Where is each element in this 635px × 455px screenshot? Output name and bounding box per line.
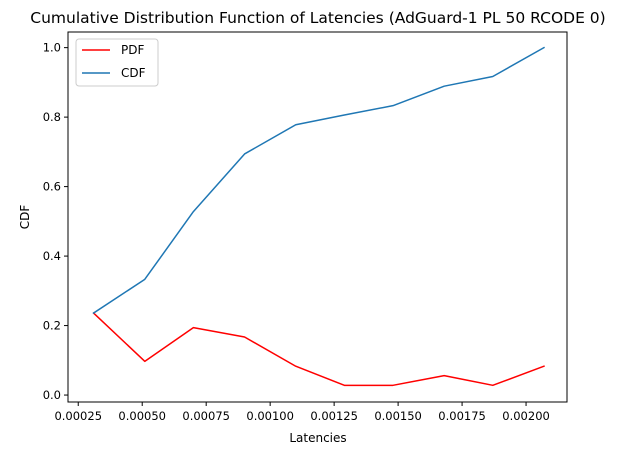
y-axis-label: CDF (18, 205, 32, 230)
y-tick-label: 0.2 (43, 319, 61, 333)
y-tick-label: 0.4 (43, 249, 61, 263)
y-tick-label: 0.8 (43, 110, 61, 124)
x-tick-label: 0.00150 (374, 409, 422, 423)
plot-frame (67, 31, 568, 403)
plot-area (92, 46, 545, 387)
y-tick-label: 0.0 (43, 388, 61, 402)
legend-label-pdf: PDF (121, 43, 144, 57)
x-tick-label: 0.00100 (246, 409, 294, 423)
x-tick-label: 0.00175 (438, 409, 486, 423)
x-tick-label: 0.00075 (182, 409, 230, 423)
series-line-pdf (92, 311, 545, 387)
series-line-cdf (92, 46, 545, 315)
x-axis-label: Latencies (289, 431, 346, 445)
x-tick-label: 0.00050 (118, 409, 166, 423)
legend: PDF CDF (75, 38, 159, 87)
y-tick-label: 1.0 (43, 41, 61, 55)
y-axis: 0.0 0.2 0.4 0.6 0.8 1.0 (43, 41, 68, 402)
legend-box (75, 38, 159, 87)
chart-title: Cumulative Distribution Function of Late… (30, 9, 605, 27)
y-tick-label: 0.6 (43, 180, 61, 194)
x-tick-label: 0.00125 (310, 409, 358, 423)
x-tick-label: 0.00200 (502, 409, 550, 423)
x-axis: 0.00025 0.00050 0.00075 0.00100 0.00125 0.001… (54, 402, 550, 423)
legend-label-cdf: CDF (121, 66, 146, 80)
x-tick-label: 0.00025 (54, 409, 102, 423)
